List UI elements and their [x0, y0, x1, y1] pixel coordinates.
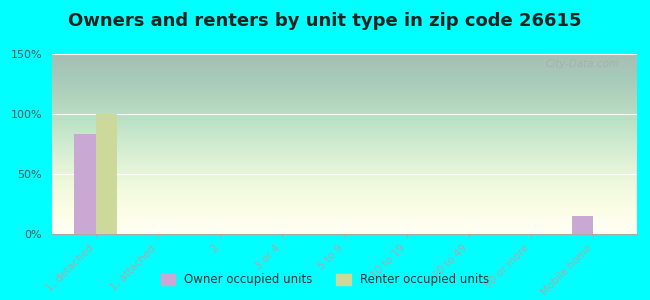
- Text: City-Data.com: City-Data.com: [545, 59, 619, 69]
- Bar: [571, 216, 593, 234]
- Text: Owners and renters by unit type in zip code 26615: Owners and renters by unit type in zip c…: [68, 12, 582, 30]
- Legend: Owner occupied units, Renter occupied units: Owner occupied units, Renter occupied un…: [156, 269, 494, 291]
- Bar: [74, 134, 96, 234]
- Bar: [96, 114, 118, 234]
